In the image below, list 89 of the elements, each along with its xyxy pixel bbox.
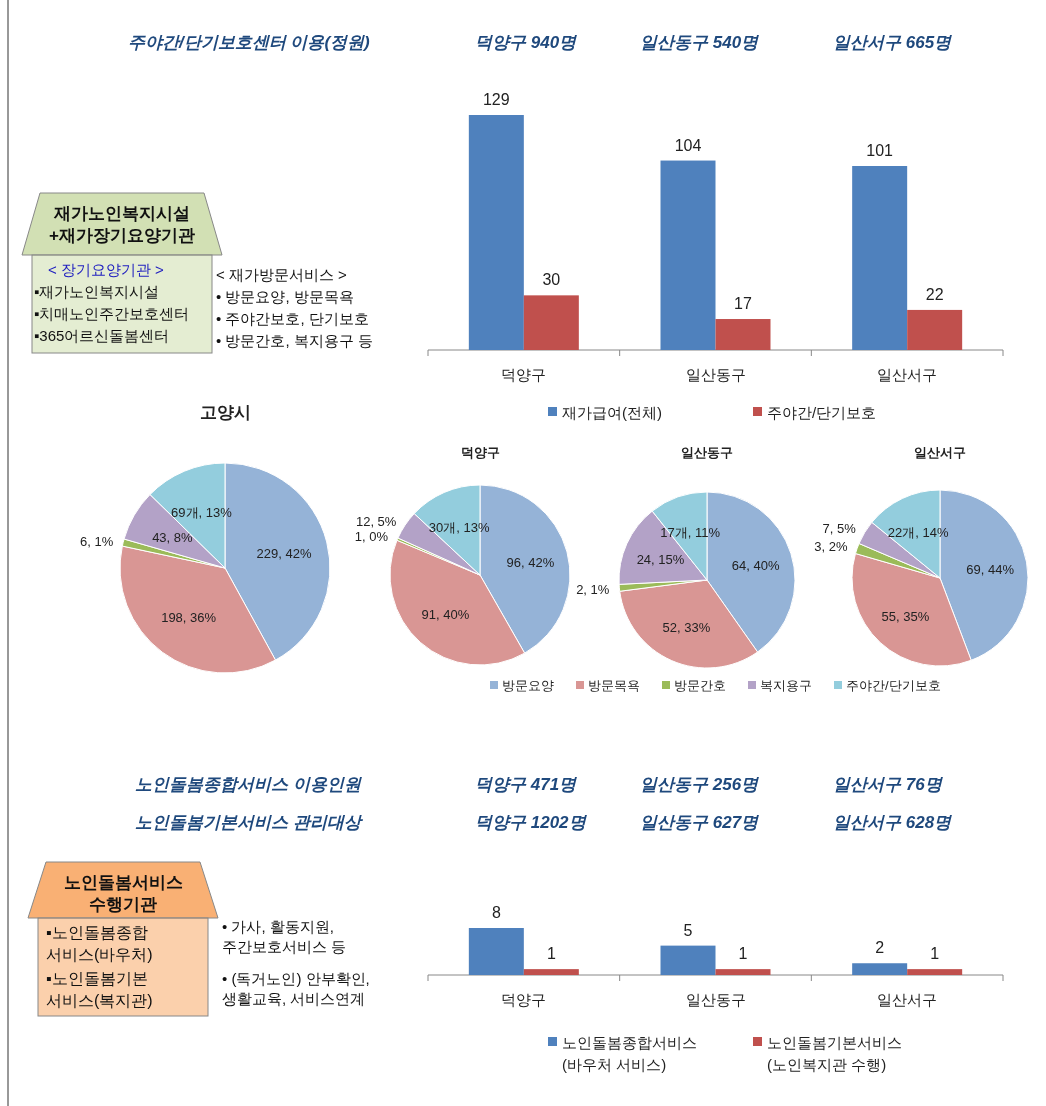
x-tick-label: 덕양구	[501, 991, 547, 1008]
legend-label: 재가급여(전체)	[562, 404, 662, 421]
data-label: 198, 36%	[161, 609, 217, 625]
legend-label: 복지용구	[760, 678, 812, 693]
legend-label: 노인돌봄종합서비스 (바우처 서비스)	[562, 1034, 697, 1073]
text: 노인돌봄종합서비스 이용인원	[135, 775, 362, 794]
text: ▪노인돌봄기본 서비스(복지관)	[46, 970, 153, 1009]
data-label: 55, 35%	[881, 608, 930, 624]
data-label: 229, 42%	[256, 545, 312, 561]
bar	[907, 309, 963, 350]
text: 일산동구 256명	[640, 775, 760, 794]
data-label: 101	[866, 142, 894, 160]
text: ▪365어르신돌봄센터	[34, 327, 170, 344]
bar	[523, 969, 579, 975]
data-label: 2, 1%	[576, 581, 610, 597]
x-tick-label: 일산서구	[877, 991, 938, 1008]
data-label: 91, 40%	[421, 607, 470, 623]
data-label: 17개, 11%	[660, 524, 721, 540]
text: 일산서구 76명	[833, 775, 943, 794]
text: ▪재가노인복지시설	[34, 283, 160, 300]
data-label: 5	[683, 921, 693, 939]
bar	[852, 963, 908, 975]
x-tick-label: 덕양구	[501, 366, 547, 383]
bar	[715, 319, 771, 350]
text: 주야간/단기보호센터 이용(정원)	[128, 33, 371, 52]
slice-label: 덕양구	[460, 445, 500, 460]
data-label: 69개, 13%	[171, 504, 233, 520]
text: • 주야간보호, 단기보호	[216, 310, 369, 327]
text: 재가노인복지시설 +재가장기요양기관	[49, 204, 195, 245]
bar	[660, 945, 716, 975]
bar	[660, 160, 716, 350]
data-label: 1, 0%	[354, 528, 389, 544]
data-label: 30	[542, 271, 561, 289]
data-label: 43, 8%	[152, 530, 194, 546]
bar	[468, 115, 524, 350]
text: 일산서구 628명	[833, 813, 953, 832]
text: 일산서구 665명	[833, 33, 953, 52]
legend-label: 주야간/단기보호	[846, 678, 941, 693]
data-label: 12, 5%	[355, 513, 397, 529]
data-label: 1	[546, 945, 556, 963]
text: 노인돌봄기본서비스 관리대상	[135, 813, 364, 832]
text: 일산동구 627명	[640, 813, 760, 832]
data-label: 52, 33%	[662, 619, 711, 635]
data-label: 2	[875, 939, 885, 957]
text: 덕양구 940명	[475, 33, 578, 52]
text: 덕양구 1202명	[475, 813, 587, 832]
bar	[468, 928, 524, 975]
legend-label: 방문간호	[674, 678, 726, 693]
data-label: 6, 1%	[80, 533, 114, 549]
data-label: 1	[738, 945, 748, 963]
data-label: 3, 2%	[814, 538, 848, 554]
text: 노인돌봄서비스 수행기관	[63, 873, 183, 914]
data-label: 7, 5%	[822, 521, 857, 537]
data-label: 104	[674, 136, 702, 154]
legend-label: 방문목욕	[588, 678, 640, 693]
text: • 가사, 활동지원, 주간보호서비스 등	[222, 918, 347, 955]
text: < 장기요양기관 >	[48, 261, 165, 278]
data-label: 17	[734, 295, 752, 313]
text: ▪치매노인주간보호센터	[34, 305, 190, 322]
bar	[523, 295, 579, 350]
data-label: 24, 15%	[636, 551, 685, 567]
text: 일산동구 540명	[640, 33, 760, 52]
slice-label: 일산동구	[681, 445, 733, 460]
legend-label: 방문요양	[502, 678, 554, 693]
text: 덕양구 471명	[475, 775, 578, 794]
slice-label: 일산서구	[914, 445, 966, 460]
x-tick-label: 일산서구	[877, 366, 938, 383]
data-label: 22개, 14%	[887, 524, 949, 540]
text: ▪노인돌봄종합 서비스(바우처)	[46, 924, 153, 963]
data-label: 8	[491, 904, 501, 921]
legend-label: 주야간/단기보호	[767, 404, 877, 421]
text: < 재가방문서비스 >	[216, 266, 348, 283]
bar	[715, 969, 771, 975]
text: • (독거노인) 안부확인, 생활교육, 서비스연계	[222, 970, 370, 1007]
data-label: 69, 44%	[966, 561, 1015, 577]
text: • 방문간호, 복지용구 등	[216, 332, 373, 349]
data-label: 1	[930, 945, 940, 963]
slice-label: 고양시	[199, 403, 251, 422]
data-label: 30개, 13%	[428, 520, 490, 536]
text: • 방문요양, 방문목욕	[216, 288, 354, 305]
data-label: 64, 40%	[731, 557, 780, 573]
data-label: 129	[482, 91, 510, 108]
data-label: 22	[925, 285, 944, 303]
bar	[852, 166, 908, 350]
data-label: 96, 42%	[506, 554, 555, 570]
x-tick-label: 일산동구	[685, 991, 746, 1008]
legend-label: 노인돌봄기본서비스 (노인복지관 수행)	[767, 1034, 902, 1073]
bar	[907, 969, 963, 975]
x-tick-label: 일산동구	[685, 366, 746, 383]
